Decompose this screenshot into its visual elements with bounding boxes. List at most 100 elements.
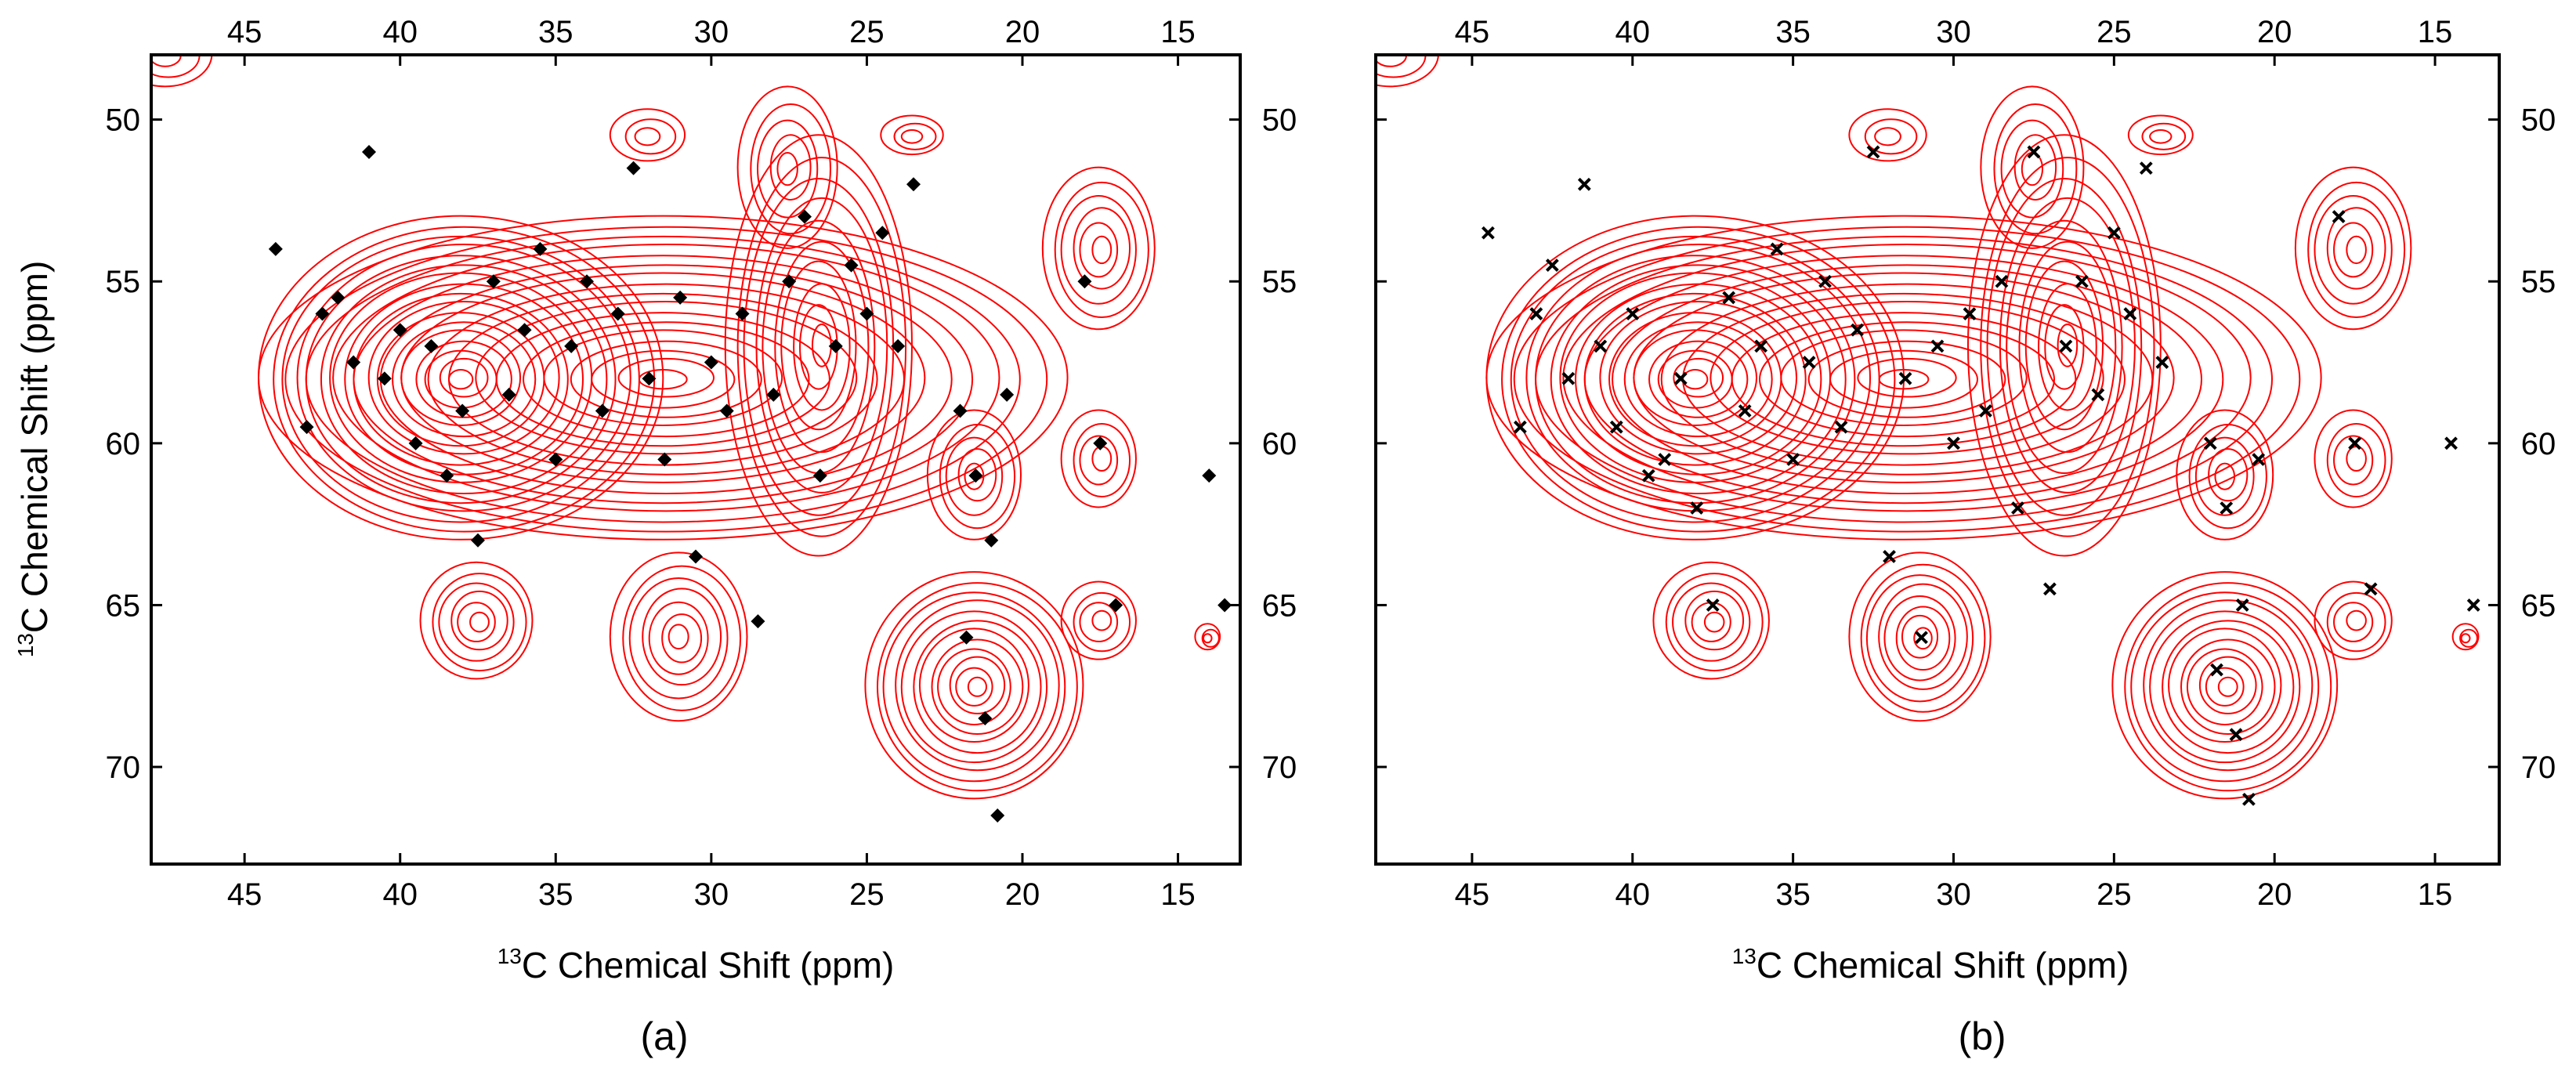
contour-line bbox=[1993, 103, 2078, 235]
x-tick-label: 15 bbox=[1160, 15, 1196, 49]
contour-line bbox=[1703, 611, 1725, 633]
x-tick-label: 45 bbox=[227, 15, 262, 49]
data-point bbox=[595, 403, 610, 418]
contour-line bbox=[937, 648, 1011, 725]
x-tick-label: 20 bbox=[2257, 877, 2292, 912]
contour-line bbox=[755, 197, 888, 494]
data-point bbox=[859, 306, 874, 321]
y-tick-label: 70 bbox=[106, 750, 141, 785]
contour-line bbox=[769, 134, 812, 201]
data-point bbox=[1898, 371, 1912, 385]
contour-line bbox=[2162, 620, 2295, 754]
contour-line bbox=[1648, 340, 1749, 418]
x-tick-label: 35 bbox=[538, 15, 573, 49]
contour-line bbox=[1079, 435, 1119, 486]
contour-line bbox=[1513, 226, 2301, 533]
contour-line bbox=[2294, 166, 2412, 331]
data-point bbox=[1786, 453, 1800, 466]
data-point bbox=[719, 403, 734, 418]
data-point bbox=[486, 274, 501, 289]
x-tick-label: 20 bbox=[1005, 877, 1040, 912]
data-point bbox=[331, 290, 346, 305]
y-tick-label: 50 bbox=[2521, 103, 2556, 138]
data-point bbox=[812, 468, 827, 483]
data-point bbox=[642, 371, 657, 386]
contour-line bbox=[964, 462, 985, 490]
data-point bbox=[580, 274, 594, 289]
contour-line bbox=[750, 103, 831, 235]
data-point bbox=[1673, 371, 1688, 385]
contour-line bbox=[1583, 292, 1807, 466]
x-tick-label: 25 bbox=[2097, 15, 2132, 49]
contour-line bbox=[1535, 255, 1856, 504]
contour-line bbox=[2141, 122, 2187, 150]
contour-line bbox=[609, 108, 686, 162]
y-ticks-a: 50 50 55 55 60 60 65 65 70 70 bbox=[106, 103, 1297, 785]
contour-line bbox=[1633, 329, 1758, 426]
contour-line bbox=[2346, 446, 2367, 472]
contour-line bbox=[2346, 609, 2367, 631]
contour-line bbox=[2024, 260, 2104, 431]
y-tick-label: 65 bbox=[106, 588, 141, 623]
points-a bbox=[268, 144, 1232, 823]
contour-line bbox=[469, 611, 490, 633]
contour-line bbox=[1060, 195, 1137, 305]
contour-line bbox=[895, 599, 1060, 772]
data-point bbox=[610, 306, 625, 321]
contour-line bbox=[2006, 219, 2123, 475]
contour-line bbox=[967, 676, 988, 697]
data-point bbox=[1947, 436, 1960, 450]
contour-line bbox=[1684, 590, 1745, 651]
contour-line bbox=[1599, 300, 1798, 455]
contour-line bbox=[457, 602, 496, 642]
contour-line bbox=[1091, 446, 1113, 472]
data-point bbox=[2229, 728, 2243, 742]
contour-line bbox=[628, 577, 729, 700]
contour-line bbox=[1559, 272, 1832, 483]
contour-line bbox=[736, 85, 838, 249]
contour-line bbox=[2217, 676, 2238, 697]
data-point bbox=[1513, 420, 1527, 434]
contour-line bbox=[2057, 324, 2079, 367]
contour-line bbox=[475, 300, 858, 455]
contour-line bbox=[1883, 595, 1956, 682]
contour-line bbox=[776, 151, 798, 186]
x-tick-label: 45 bbox=[227, 877, 262, 912]
contour-line bbox=[1079, 602, 1119, 642]
contour-line bbox=[2314, 580, 2393, 660]
contour-line bbox=[1612, 264, 2203, 495]
data-point bbox=[501, 387, 516, 402]
contour-line bbox=[1980, 85, 2085, 249]
data-point bbox=[798, 209, 812, 224]
panel-label-b: (b) bbox=[1958, 1014, 2006, 1058]
contour-line bbox=[1091, 235, 1113, 265]
y-tick-label: 60 bbox=[106, 427, 141, 461]
data-point bbox=[2235, 598, 2249, 612]
x-tick-label: 25 bbox=[2097, 877, 2132, 912]
data-point bbox=[1626, 307, 1640, 320]
contour-line bbox=[281, 235, 640, 523]
data-point bbox=[377, 371, 392, 386]
contour-line bbox=[447, 369, 474, 390]
contour-line bbox=[1608, 312, 1782, 447]
data-point bbox=[2107, 226, 2121, 240]
data-point bbox=[2220, 501, 2234, 515]
x-tick-label: 40 bbox=[1615, 15, 1651, 49]
data-point bbox=[1802, 356, 1816, 369]
data-point bbox=[782, 274, 797, 289]
contour-line bbox=[1848, 108, 1927, 162]
data-point bbox=[984, 533, 999, 548]
data-point bbox=[1202, 468, 1217, 483]
data-point bbox=[1963, 307, 1977, 320]
data-point bbox=[1722, 291, 1736, 305]
data-point bbox=[2466, 598, 2480, 612]
contour-line bbox=[258, 215, 664, 541]
contour-line bbox=[1913, 627, 1933, 650]
contour-line bbox=[2326, 591, 2386, 653]
plot-frame-a bbox=[150, 53, 1242, 866]
contour-line bbox=[376, 312, 545, 447]
contour-line bbox=[1672, 582, 1751, 662]
contour-line bbox=[957, 448, 997, 502]
contour-line bbox=[415, 340, 512, 418]
contour-line bbox=[353, 292, 569, 466]
